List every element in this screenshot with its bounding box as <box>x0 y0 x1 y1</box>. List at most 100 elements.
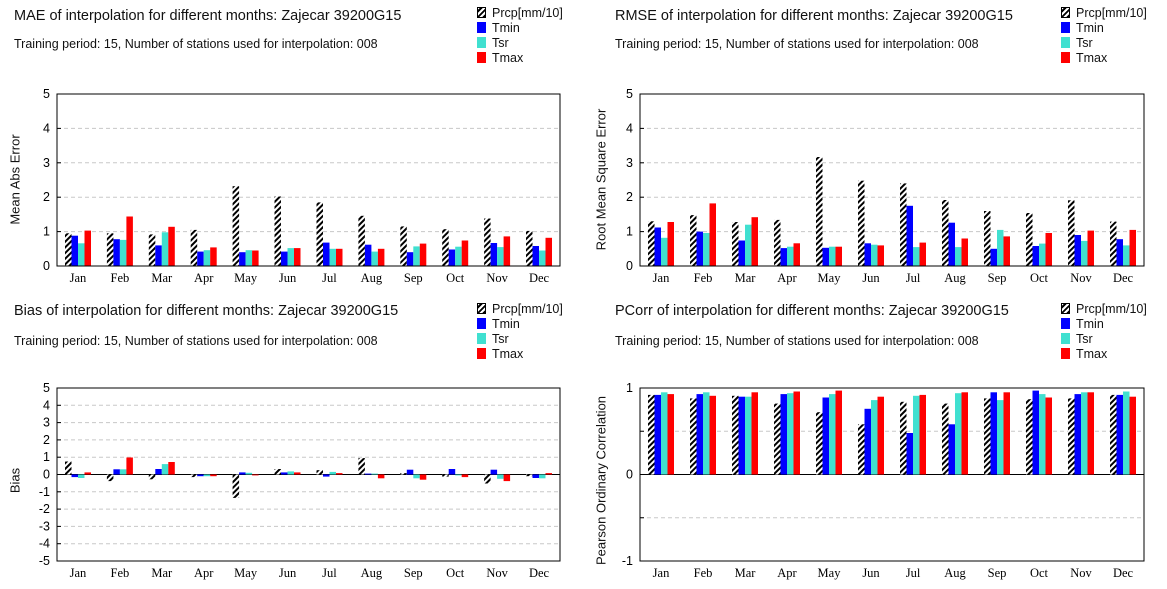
bar <box>1110 221 1117 266</box>
x-tick-label: Jul <box>322 566 337 580</box>
bar <box>281 472 288 475</box>
x-tick-label: Sep <box>988 566 1007 580</box>
legend-item: Tmax <box>477 347 563 362</box>
x-tick-label: Nov <box>1070 566 1092 580</box>
bar <box>252 250 259 266</box>
bar <box>780 394 787 475</box>
x-tick-label: Aug <box>361 566 383 580</box>
bar <box>119 239 127 266</box>
chart-subtitle: Training period: 15, Number of stations … <box>615 334 979 348</box>
bar <box>990 248 997 266</box>
bar <box>442 474 449 477</box>
x-tick-label: Apr <box>777 271 797 285</box>
bar <box>281 251 288 266</box>
legend-item: Tsr <box>477 36 563 51</box>
y-tick-label: 0 <box>43 259 50 273</box>
y-tick-label: -1 <box>39 485 50 499</box>
bar <box>990 392 997 475</box>
bar <box>654 394 661 475</box>
plot-frame <box>639 387 1145 562</box>
x-tick-label: Feb <box>694 271 713 285</box>
bar <box>413 474 420 479</box>
legend-item: Tmax <box>1061 51 1147 66</box>
x-tick-label: Nov <box>1070 271 1092 285</box>
bar <box>71 474 78 478</box>
y-tick-label: 5 <box>43 381 50 395</box>
y-tick-label: 3 <box>43 416 50 430</box>
bar <box>252 474 259 476</box>
bar <box>1129 229 1136 266</box>
x-tick-label: May <box>234 566 258 580</box>
bar <box>400 226 407 266</box>
bar <box>545 237 552 266</box>
bar <box>871 244 878 266</box>
x-tick-label: Dec <box>1113 566 1134 580</box>
bar <box>197 474 204 477</box>
bar <box>1039 243 1046 266</box>
bar <box>455 474 462 476</box>
bar <box>787 246 794 266</box>
bar <box>84 472 91 475</box>
pcorr-plot: -1 0 1 Jan Feb Mar Apr May Jun Jul Aug Sep Oct Nov Dec <box>622 381 1145 580</box>
bar <box>696 231 703 266</box>
bar <box>210 474 217 477</box>
x-tick-label: Jan <box>70 271 87 285</box>
x-tick-label: Sep <box>988 271 1007 285</box>
bar <box>1087 230 1094 266</box>
bar <box>484 218 491 266</box>
y-tick-label: 5 <box>43 87 50 101</box>
legend-label: Tmax <box>1076 51 1108 65</box>
bar <box>106 474 114 482</box>
legend-swatch <box>477 37 486 48</box>
legend-swatch <box>477 52 486 63</box>
legend-swatch <box>1061 52 1070 63</box>
bar <box>751 392 758 475</box>
bar <box>190 229 198 266</box>
legend-swatch <box>477 348 486 359</box>
legend-label: Prcp[mm/10] <box>1076 302 1147 316</box>
x-tick-label: Feb <box>111 566 130 580</box>
bar <box>455 246 462 266</box>
x-tick-label: Jun <box>279 566 297 580</box>
x-tick-label: May <box>818 566 842 580</box>
bar <box>539 250 546 266</box>
bar <box>497 474 504 479</box>
y-tick-label: 4 <box>626 121 633 135</box>
rmse-plot: 0 1 2 3 4 5 Jan Feb Mar Apr May Jun Jul Aug Sep Oct Nov D… <box>626 87 1145 285</box>
y-tick-label: 1 <box>43 450 50 464</box>
bar <box>274 469 281 475</box>
bar <box>126 457 133 475</box>
bar <box>919 394 926 475</box>
legend-label: Tsr <box>492 332 509 346</box>
x-tick-label: Aug <box>944 271 966 285</box>
bar <box>329 248 336 266</box>
y-tick-label: -3 <box>39 519 50 533</box>
bar <box>274 196 281 266</box>
bar <box>661 392 668 475</box>
bar <box>1068 200 1075 266</box>
x-tick-label: Jul <box>906 566 921 580</box>
bar <box>822 397 829 475</box>
x-tick-label: Sep <box>404 271 423 285</box>
bar <box>168 462 175 475</box>
legend-item: Prcp[mm/10] <box>477 6 563 21</box>
bar <box>984 211 991 266</box>
bar <box>245 250 253 266</box>
bar <box>703 233 710 266</box>
bar <box>287 471 294 475</box>
legend: Prcp[mm/10] Tmin Tsr Tmax <box>1061 302 1147 362</box>
bar <box>545 473 552 475</box>
bar <box>774 219 781 266</box>
bar <box>919 242 926 266</box>
bar <box>1074 394 1081 475</box>
legend-swatch <box>1061 37 1070 48</box>
bar <box>1116 239 1123 266</box>
legend-item: Prcp[mm/10] <box>477 302 563 317</box>
y-tick-label: -5 <box>39 554 50 568</box>
legend-label: Tmin <box>1076 21 1104 35</box>
bar <box>1068 398 1075 475</box>
bar <box>961 238 968 266</box>
bar <box>1129 396 1136 475</box>
bar <box>703 392 710 475</box>
legend-item: Tmin <box>477 21 563 36</box>
